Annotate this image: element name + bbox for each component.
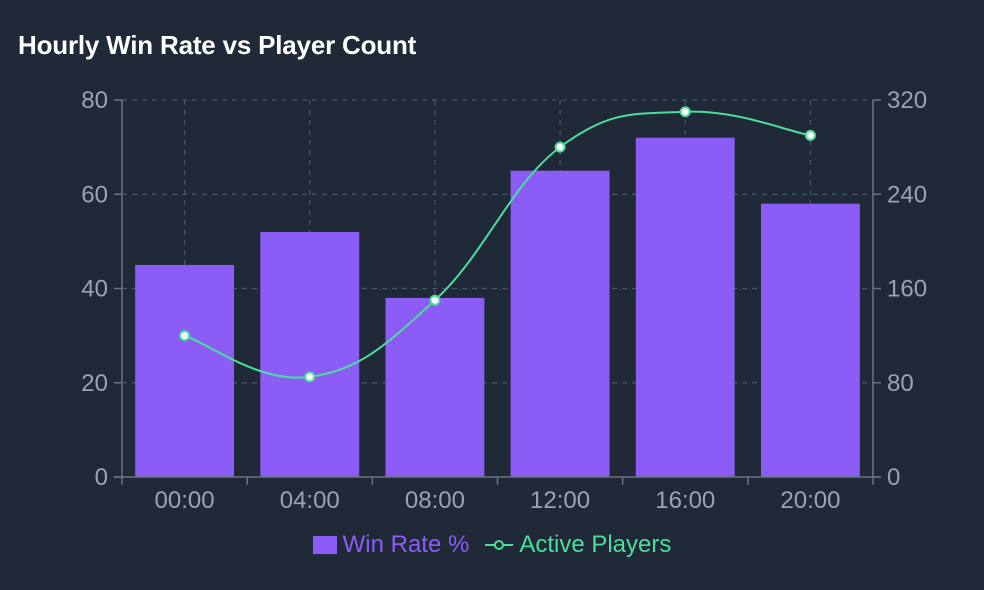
point-0400[interactable] [304, 371, 316, 383]
legend-label-line: Active Players [519, 531, 672, 558]
y-left-tick-label: 0 [95, 464, 108, 491]
x-tick-label: 12:00 [530, 487, 590, 514]
legend-swatch-line [485, 540, 514, 550]
y-left-tick-label: 60 [81, 181, 108, 208]
bar-0000[interactable] [135, 264, 235, 477]
line-series [179, 106, 816, 383]
legend-item-line[interactable]: Active Players [485, 531, 671, 559]
legend-swatch-bar [312, 536, 337, 554]
bar-0800[interactable] [385, 297, 485, 477]
y-right-tick-label: 240 [887, 181, 927, 208]
point-1200[interactable] [554, 141, 566, 153]
bar-1600[interactable] [635, 137, 735, 477]
y-right-tick-label: 0 [887, 464, 900, 491]
axes [114, 99, 881, 485]
x-tick-label: 04:00 [280, 487, 340, 514]
x-tick-label: 16:00 [655, 487, 715, 514]
point-2000[interactable] [804, 129, 816, 141]
y-right-tick-label: 160 [887, 276, 927, 303]
bar-0400[interactable] [260, 231, 360, 477]
legend-label-bar: Win Rate % [342, 531, 470, 558]
y-left-tick-label: 20 [81, 370, 108, 397]
x-tick-label: 08:00 [405, 487, 465, 514]
x-tick-label: 20:00 [780, 487, 840, 514]
legend-item-bar[interactable]: Win Rate % [312, 531, 470, 559]
y-left-tick-label: 80 [81, 87, 108, 114]
line-active-players [184, 110, 811, 379]
chart-title: Hourly Win Rate vs Player Count [18, 30, 417, 60]
bar-2000[interactable] [760, 203, 860, 478]
point-0000[interactable] [179, 330, 191, 342]
point-0800[interactable] [429, 294, 441, 306]
point-1600[interactable] [679, 106, 691, 118]
x-tick-label: 00:00 [155, 487, 215, 514]
chart-legend: Win Rate % Active Players [0, 531, 984, 559]
tick-labels: 0 20 40 60 80 0 80 160 240 320 00:00 04:00 08:00 12:0… [81, 87, 927, 514]
y-right-tick-label: 320 [887, 87, 927, 114]
grid-lines [122, 99, 874, 477]
bars [135, 137, 860, 478]
y-right-tick-label: 80 [887, 370, 914, 397]
bar-1200[interactable] [510, 170, 610, 477]
y-left-tick-label: 40 [81, 276, 108, 303]
